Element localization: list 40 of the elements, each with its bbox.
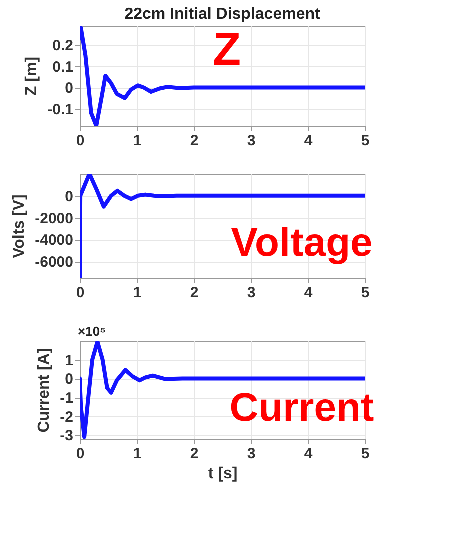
- y-axis-title: Z [m]: [24, 56, 41, 96]
- chart-title: 22cm Initial Displacement: [124, 6, 321, 23]
- y-tick-label: 0: [65, 80, 74, 98]
- x-tick-label: 3: [247, 284, 256, 302]
- x-tick-label: 0: [76, 284, 85, 302]
- x-tick-label: 5: [361, 284, 370, 302]
- y-tick-label: 0: [65, 188, 74, 206]
- y-axis-title: Current [A]: [36, 348, 54, 433]
- x-tick-label: 4: [304, 132, 314, 150]
- x-tick-label: 0: [76, 132, 85, 150]
- y-tick-label: -6000: [35, 254, 74, 272]
- x-tick-label: 2: [190, 284, 199, 302]
- x-axis-title: t [s]: [208, 466, 238, 482]
- y-tick-label: -0.1: [48, 101, 74, 118]
- x-tick-label: 0: [76, 446, 85, 462]
- x-tick-label: 4: [304, 446, 314, 462]
- y-axis-title: Volts [V]: [11, 194, 28, 258]
- x-tick-label: 1: [133, 284, 142, 302]
- x-tick-label: 1: [133, 446, 142, 462]
- annotation: Z: [212, 23, 242, 75]
- annotation: Current: [230, 386, 374, 430]
- x-tick-label: 2: [190, 446, 199, 462]
- y-tick-label: -3: [60, 428, 74, 445]
- y-tick-label: 1: [65, 352, 74, 370]
- x-tick-label: 2: [190, 132, 199, 150]
- x-tick-label: 4: [304, 284, 314, 302]
- x-tick-label: 5: [361, 132, 370, 150]
- y-tick-label: 0.2: [52, 38, 74, 55]
- x-tick-label: 3: [247, 132, 256, 150]
- x-tick-label: 1: [133, 132, 142, 150]
- text: ×10⁵: [78, 324, 106, 339]
- x-tick-label: 3: [247, 446, 256, 462]
- y-tick-label: -1: [60, 390, 74, 408]
- x-tick-label: 5: [361, 446, 370, 462]
- y-tick-label: -2: [60, 408, 74, 426]
- y-tick-label: -2000: [35, 210, 74, 228]
- y-tick-label: -4000: [35, 232, 74, 250]
- y-tick-label: 0: [65, 371, 74, 388]
- annotation: Voltage: [231, 221, 373, 265]
- y-tick-label: 0.1: [52, 58, 74, 76]
